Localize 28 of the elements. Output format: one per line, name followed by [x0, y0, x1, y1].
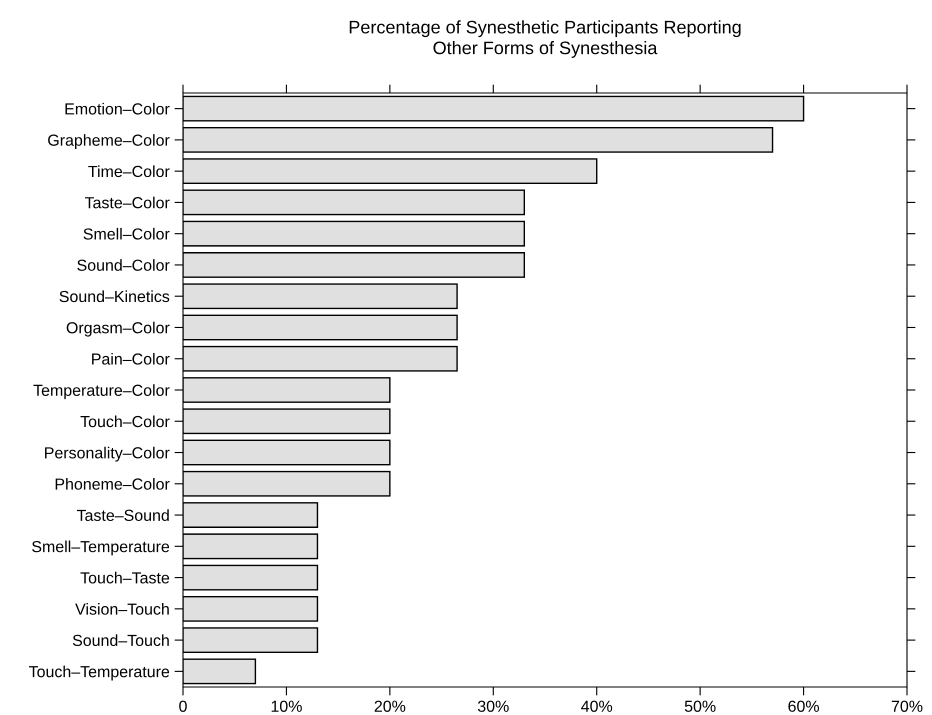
y-tick-label: Touch–Taste: [80, 572, 170, 584]
y-tick-label: Touch–Color: [80, 415, 170, 428]
x-tick-label: 50%: [684, 700, 716, 712]
chart-title: Percentage of Synesthetic Participants Reporting Other Forms of Synesthesia: [350, 20, 741, 58]
x-tick-label: 40%: [581, 700, 612, 712]
y-tick-label: Sound–Kinetics: [60, 290, 170, 302]
x-tick-label: 10%: [272, 700, 302, 712]
y-tick-label: Pain–Color: [92, 352, 170, 365]
y-tick-label: Emotion–Color: [65, 102, 170, 115]
y-tick-label: Phoneme–Color: [56, 478, 170, 490]
x-tick-label: 30%: [478, 700, 509, 712]
x-tick-label: 20%: [374, 700, 406, 712]
y-tick-label: Taste–Color: [84, 196, 170, 208]
y-tick-label: Smell–Color: [84, 228, 170, 240]
y-tick-label: Sound–Touch: [72, 634, 169, 646]
x-tick-label: 60%: [788, 700, 819, 712]
y-tick-label: Grapheme–Color: [48, 134, 170, 149]
y-tick-label: Personality–Color: [45, 446, 170, 462]
y-tick-label: Smell–Temperature: [32, 540, 170, 556]
y-tick-label: Temperature–Color: [33, 384, 170, 400]
x-tick-label: 70%: [892, 700, 922, 712]
y-tick-label: Vision–Touch: [75, 603, 169, 615]
y-tick-label: Sound–Color: [77, 259, 170, 271]
y-tick-label: Orgasm–Color: [66, 322, 170, 337]
y-tick-label: Touch–Temperature: [29, 666, 170, 680]
y-tick-label: Time–Color: [88, 165, 170, 178]
y-tick-label: Taste–Sound: [76, 509, 169, 521]
x-tick-label: 0: [179, 700, 187, 712]
